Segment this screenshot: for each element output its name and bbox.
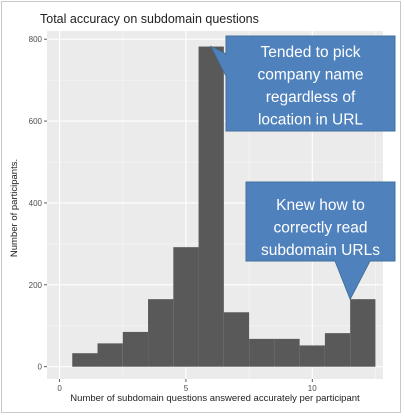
x-axis-label: Number of subdomain questions answered a… [70, 393, 360, 404]
histogram-bar [148, 299, 174, 367]
y-tick-label: 0 [38, 363, 43, 372]
callout-text-line: regardless of [266, 89, 356, 106]
y-tick-label: 200 [29, 281, 43, 290]
callout-text-line: location in URL [258, 112, 363, 129]
histogram-bar [324, 333, 351, 367]
bars [72, 46, 376, 367]
y-tick-label: 600 [29, 117, 43, 126]
x-tick-label: 10 [308, 384, 317, 393]
y-axis: 0 200 400 600 800 [29, 35, 47, 372]
callout-text-line: subdomain URLs [261, 242, 380, 259]
y-axis-label: Number of participants. [9, 159, 20, 257]
x-axis: 0 5 10 [57, 379, 317, 393]
histogram-bar [249, 338, 275, 367]
y-tick-label: 400 [29, 199, 43, 208]
callout-text-line: correctly read [274, 220, 368, 237]
y-tick-label: 800 [29, 35, 43, 44]
callout-box [210, 35, 396, 132]
histogram-bar [274, 338, 300, 367]
histogram-bar [122, 331, 149, 367]
x-tick-label: 5 [184, 384, 189, 393]
callout-text-line: Knew how to [276, 197, 365, 214]
histogram-bar [350, 299, 376, 367]
callout-text-line: company name [258, 67, 364, 84]
histogram-bar [173, 247, 199, 367]
callouts: Tended to pick company name regardless of l… [210, 35, 396, 301]
histogram-bar [223, 312, 250, 367]
histogram-bar [198, 46, 224, 367]
callout: Tended to pick company name regardless of l… [210, 35, 396, 132]
callout-text-line: Tended to pick [261, 44, 361, 61]
chart-title: Total accuracy on subdomain questions [40, 12, 259, 26]
histogram-bar [72, 353, 98, 367]
callout: Knew how to correctly read subdomain URLs [245, 181, 396, 301]
callout-box [245, 181, 396, 301]
histogram-bar [97, 343, 123, 367]
x-tick-label: 0 [57, 384, 62, 393]
histogram-bar [299, 345, 325, 367]
